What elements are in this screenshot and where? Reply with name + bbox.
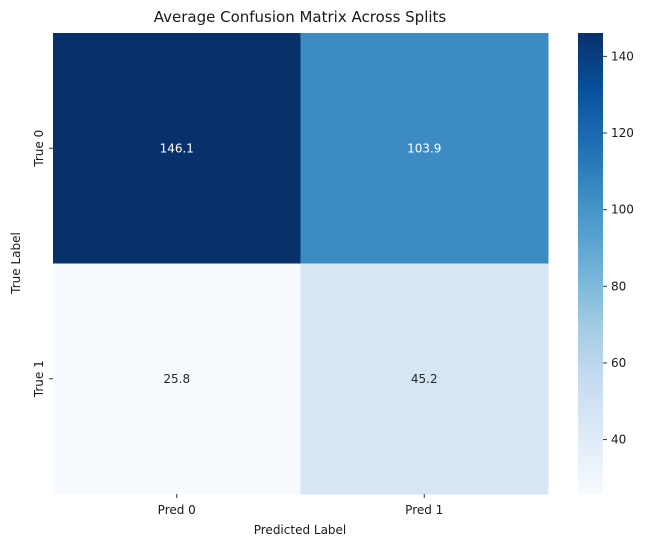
x-axis-label: Predicted Label	[254, 523, 347, 537]
y-axis-ticks: True 0 True 1	[32, 130, 53, 398]
colorbar-tick-label: 140	[611, 49, 634, 63]
y-tick-label: True 0	[32, 130, 46, 168]
colorbar-tick-label: 80	[611, 279, 626, 293]
cell-value-label: 25.8	[163, 372, 190, 386]
x-tick-label: Pred 1	[405, 503, 443, 517]
heatmap-cell-labels: 146.1 103.9 25.8 45.2	[160, 141, 442, 386]
heatmap-cell	[53, 263, 301, 495]
heatmap-cell	[53, 33, 301, 264]
y-axis-label: True Label	[9, 232, 23, 295]
heatmap-cell	[300, 263, 549, 495]
cell-value-label: 103.9	[407, 141, 441, 155]
y-tick-label: True 1	[32, 360, 46, 398]
heatmap-cell	[300, 33, 549, 264]
x-tick-label: Pred 0	[158, 503, 196, 517]
colorbar-tick-label: 60	[611, 356, 626, 370]
colorbar-tick-label: 120	[611, 126, 634, 140]
colorbar-tick-label: 40	[611, 433, 626, 447]
cell-value-label: 45.2	[411, 372, 438, 386]
chart-title: Average Confusion Matrix Across Splits	[154, 8, 447, 26]
heatmap-cells	[53, 33, 549, 495]
cell-value-label: 146.1	[160, 141, 194, 155]
colorbar-ticks: 40 60 80 100 120 140	[603, 49, 634, 447]
x-axis-ticks: Pred 0 Pred 1	[158, 494, 443, 517]
colorbar	[578, 33, 603, 494]
colorbar-tick-label: 100	[611, 203, 634, 217]
